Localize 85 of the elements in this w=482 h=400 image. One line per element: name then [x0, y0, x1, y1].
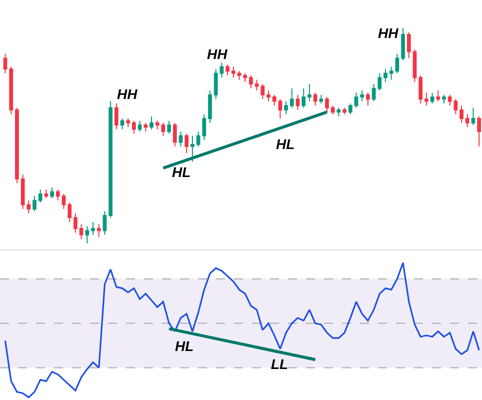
- candlestick: [249, 74, 253, 89]
- candlestick: [260, 84, 265, 100]
- candlestick: [144, 122, 148, 132]
- candlestick: [184, 133, 189, 154]
- candlestick: [9, 66, 14, 115]
- candlestick: [254, 79, 259, 92]
- candlestick: [56, 189, 60, 201]
- candlestick: [96, 224, 101, 238]
- candlestick: [401, 28, 405, 61]
- candlestick: [79, 224, 84, 240]
- candlestick: [38, 189, 42, 204]
- candlestick: [395, 53, 400, 74]
- candlestick: [412, 49, 417, 82]
- candlestick: [336, 107, 341, 117]
- candlestick: [91, 221, 95, 236]
- candlestick: [208, 90, 212, 124]
- candlestick: [231, 66, 236, 78]
- candlestick: [308, 84, 312, 102]
- candlestick: [406, 32, 411, 59]
- candlestick: [430, 92, 434, 104]
- candlestick: [178, 130, 183, 148]
- candlestick: [44, 189, 48, 199]
- annotation: HL: [276, 136, 295, 152]
- candlestick: [366, 92, 370, 106]
- annotation: LL: [271, 356, 288, 372]
- candlestick: [348, 102, 352, 115]
- candlestick: [442, 94, 446, 104]
- candlestick: [424, 92, 428, 106]
- candlestick: [372, 84, 376, 102]
- candlestick: [237, 70, 242, 80]
- candlestick: [319, 94, 324, 104]
- annotation: HH: [117, 86, 138, 102]
- candlestick: [62, 193, 66, 210]
- candlestick: [114, 102, 118, 130]
- candlestick: [150, 116, 154, 130]
- candlestick: [272, 94, 276, 106]
- candlestick: [3, 53, 8, 74]
- candlestick: [50, 187, 54, 199]
- candlestick: [360, 90, 364, 102]
- candlestick: [202, 114, 206, 141]
- candlestick: [243, 72, 248, 82]
- candlestick: [477, 116, 482, 148]
- candlestick: [120, 118, 124, 130]
- candlestick: [32, 196, 36, 212]
- candlestick: [266, 90, 270, 102]
- candlestick: [126, 118, 130, 128]
- candlestick: [155, 120, 160, 130]
- candlestick: [74, 212, 78, 234]
- candlestick: [342, 107, 346, 115]
- annotation: HL: [175, 338, 194, 354]
- candlestick: [460, 105, 464, 124]
- candlestick: [290, 88, 294, 108]
- candlestick: [325, 96, 329, 113]
- annotation: HH: [207, 46, 228, 62]
- candlestick: [278, 98, 282, 120]
- candlestick: [384, 68, 388, 82]
- candlestick: [15, 107, 19, 184]
- candlestick: [161, 122, 166, 136]
- candlestick: [465, 114, 470, 128]
- candlestick: [284, 100, 288, 115]
- candlestick: [302, 88, 306, 108]
- candlestick: [85, 226, 90, 244]
- candlestick: [102, 210, 107, 236]
- candlestick: [108, 100, 112, 218]
- candlestick: [296, 94, 300, 110]
- annotation: HH: [378, 25, 400, 41]
- candlestick: [313, 92, 318, 106]
- candlestick: [196, 130, 200, 148]
- candlestick: [68, 202, 72, 222]
- candlestick: [214, 68, 218, 100]
- candlestick: [471, 107, 476, 126]
- candlestick: [167, 120, 171, 134]
- candlestick: [418, 74, 423, 104]
- candlestick: [330, 105, 335, 115]
- candlestick: [354, 92, 358, 108]
- candlestick: [172, 122, 177, 148]
- candlestick: [138, 120, 142, 132]
- candlestick: [190, 135, 194, 162]
- candlestick: [389, 66, 394, 80]
- annotation: HL: [172, 164, 191, 180]
- candlestick: [436, 90, 440, 102]
- candlestick: [226, 64, 230, 76]
- candlestick: [132, 120, 136, 134]
- candlestick: [220, 62, 224, 78]
- candlestick: [378, 72, 382, 92]
